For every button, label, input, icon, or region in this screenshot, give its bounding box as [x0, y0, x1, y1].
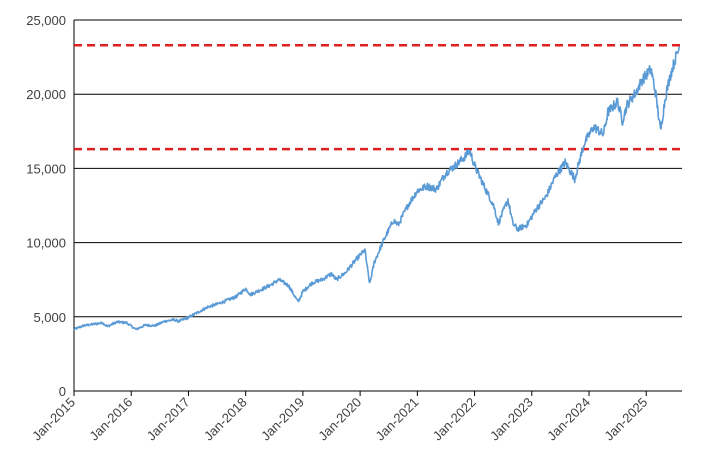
y-axis: 0 5,000 10,000 15,000 20,000 25,000 [26, 13, 75, 399]
x-axis: Jan-2015 Jan-2016 Jan-2017 Jan-2018 Jan-2019… [29, 390, 682, 444]
x-tick-label: Jan-2022 [430, 395, 479, 444]
x-tick-label: Jan-2025 [601, 395, 650, 444]
x-tick-label: Jan-2021 [373, 395, 422, 444]
x-tick-label: Jan-2019 [258, 395, 307, 444]
grid-lines [74, 19, 682, 318]
x-tick-label: Jan-2020 [315, 395, 364, 444]
x-tick-label: Jan-2024 [544, 395, 593, 444]
y-tick-label: 15,000 [26, 161, 66, 176]
reference-lines [74, 43, 682, 151]
x-tick-label: Jan-2023 [487, 395, 536, 444]
y-tick-label: 20,000 [26, 87, 66, 102]
x-tick-label: Jan-2017 [144, 395, 193, 444]
x-tick-label: Jan-2015 [29, 395, 78, 444]
series [73, 46, 681, 331]
y-tick-label: 25,000 [26, 13, 66, 28]
y-tick-label: 10,000 [26, 236, 66, 251]
x-tick-label: Jan-2016 [86, 395, 135, 444]
y-tick-label: 5,000 [33, 310, 66, 325]
series-line [73, 46, 681, 331]
y-tick-label: 0 [59, 384, 66, 399]
x-tick-label: Jan-2018 [201, 395, 250, 444]
